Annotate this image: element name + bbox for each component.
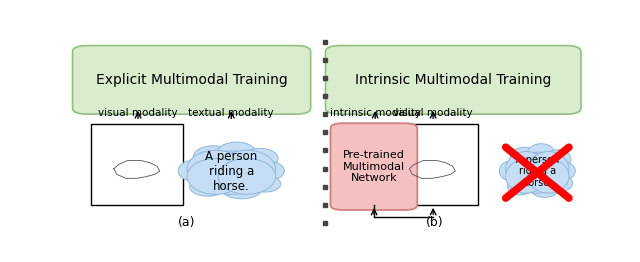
Ellipse shape [528, 159, 569, 193]
Ellipse shape [553, 162, 575, 180]
Text: A person
riding a
horse.: A person riding a horse. [516, 155, 559, 188]
Ellipse shape [527, 144, 555, 165]
Text: Intrinsic Multimodal Training: Intrinsic Multimodal Training [355, 73, 552, 87]
Ellipse shape [218, 150, 276, 188]
Text: visual modality: visual modality [98, 108, 178, 118]
Ellipse shape [545, 150, 571, 169]
Text: (b): (b) [426, 216, 444, 229]
Ellipse shape [189, 178, 226, 196]
Text: A person
riding a
horse.: A person riding a horse. [205, 150, 257, 193]
Ellipse shape [217, 142, 256, 165]
Text: Explicit Multimodal Training: Explicit Multimodal Training [96, 73, 287, 87]
FancyBboxPatch shape [387, 124, 478, 205]
Ellipse shape [193, 146, 233, 168]
FancyBboxPatch shape [91, 124, 182, 205]
Ellipse shape [499, 161, 522, 181]
Ellipse shape [510, 147, 538, 168]
Ellipse shape [187, 150, 244, 188]
Ellipse shape [528, 151, 569, 187]
Ellipse shape [531, 180, 559, 197]
Ellipse shape [178, 160, 209, 181]
Ellipse shape [550, 176, 573, 191]
FancyBboxPatch shape [326, 46, 581, 114]
Ellipse shape [250, 176, 281, 192]
Ellipse shape [506, 151, 547, 187]
Text: textual modality: textual modality [188, 108, 274, 118]
Ellipse shape [253, 161, 284, 180]
Ellipse shape [508, 152, 567, 193]
Ellipse shape [218, 159, 276, 194]
FancyBboxPatch shape [330, 123, 417, 210]
Ellipse shape [506, 159, 547, 193]
Ellipse shape [508, 177, 534, 195]
Ellipse shape [189, 151, 273, 194]
Text: Pre-trained
Multimodal
Network: Pre-trained Multimodal Network [343, 150, 405, 183]
Text: (a): (a) [178, 216, 195, 229]
FancyBboxPatch shape [72, 46, 310, 114]
Text: intrinsic modality: intrinsic modality [330, 108, 420, 118]
Ellipse shape [242, 148, 278, 168]
Text: visual modality: visual modality [394, 108, 473, 118]
Ellipse shape [222, 180, 262, 199]
Ellipse shape [187, 159, 244, 194]
